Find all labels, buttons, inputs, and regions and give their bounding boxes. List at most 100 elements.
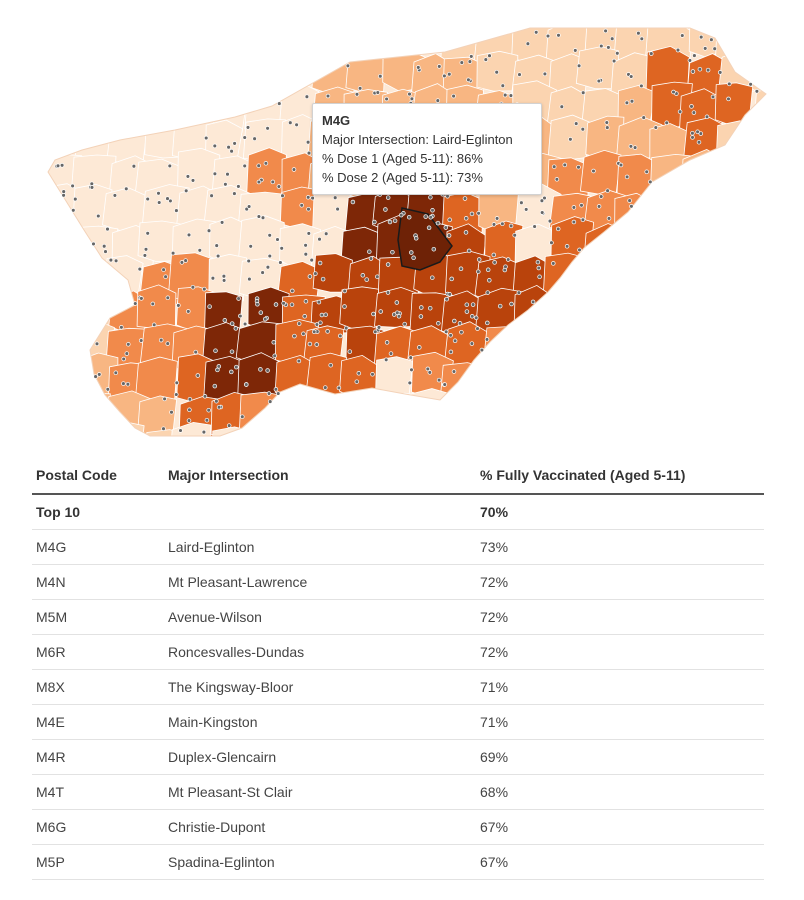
postal-area[interactable] bbox=[206, 53, 251, 103]
postal-area[interactable] bbox=[548, 287, 594, 327]
postal-area[interactable] bbox=[585, 354, 626, 402]
postal-area[interactable] bbox=[311, 423, 352, 440]
postal-area[interactable] bbox=[746, 115, 787, 167]
postal-area[interactable] bbox=[135, 85, 177, 130]
postal-area[interactable] bbox=[750, 430, 793, 440]
postal-area[interactable] bbox=[547, 358, 593, 404]
postal-area[interactable] bbox=[172, 20, 217, 62]
postal-area[interactable] bbox=[684, 251, 726, 297]
postal-area[interactable] bbox=[683, 384, 727, 433]
postal-area[interactable] bbox=[646, 288, 689, 333]
postal-area[interactable] bbox=[614, 192, 655, 236]
postal-area[interactable] bbox=[247, 56, 288, 100]
header-fully-vaccinated[interactable]: % Fully Vaccinated (Aged 5-11) bbox=[476, 457, 764, 495]
choropleth-map[interactable] bbox=[0, 0, 804, 440]
postal-area[interactable] bbox=[68, 422, 112, 440]
postal-area[interactable] bbox=[715, 184, 753, 229]
postal-area[interactable] bbox=[746, 284, 786, 330]
postal-area[interactable] bbox=[750, 363, 798, 413]
postal-area[interactable] bbox=[38, 427, 82, 440]
postal-area[interactable] bbox=[416, 12, 462, 55]
postal-area[interactable] bbox=[613, 219, 660, 262]
postal-area[interactable] bbox=[102, 17, 149, 64]
postal-area[interactable] bbox=[38, 54, 79, 96]
header-postal-code[interactable]: Postal Code bbox=[32, 457, 164, 495]
postal-area[interactable] bbox=[482, 326, 524, 371]
postal-area[interactable] bbox=[754, 188, 800, 234]
postal-area[interactable] bbox=[753, 86, 799, 130]
postal-area[interactable] bbox=[548, 320, 588, 370]
postal-area[interactable] bbox=[177, 55, 219, 99]
postal-area[interactable] bbox=[238, 391, 285, 440]
postal-area[interactable] bbox=[41, 249, 85, 297]
postal-area[interactable] bbox=[618, 293, 661, 335]
postal-area[interactable] bbox=[513, 391, 554, 440]
postal-area[interactable] bbox=[274, 425, 315, 440]
postal-area[interactable] bbox=[143, 51, 188, 102]
postal-area[interactable] bbox=[34, 390, 79, 431]
postal-area[interactable] bbox=[721, 219, 767, 267]
postal-area[interactable] bbox=[749, 154, 798, 203]
postal-area[interactable] bbox=[714, 327, 758, 374]
postal-area[interactable] bbox=[679, 223, 724, 268]
postal-area[interactable] bbox=[39, 320, 85, 367]
postal-area[interactable] bbox=[750, 21, 796, 64]
postal-area[interactable] bbox=[616, 390, 660, 432]
postal-area[interactable] bbox=[619, 353, 666, 401]
postal-area[interactable] bbox=[718, 291, 764, 333]
postal-area[interactable] bbox=[686, 326, 729, 377]
postal-area[interactable] bbox=[447, 430, 490, 440]
postal-area[interactable] bbox=[342, 429, 389, 440]
postal-area[interactable] bbox=[136, 284, 177, 329]
postal-area[interactable] bbox=[312, 253, 353, 293]
postal-area[interactable] bbox=[246, 18, 290, 66]
postal-area[interactable] bbox=[478, 392, 522, 439]
postal-area[interactable] bbox=[611, 251, 658, 293]
postal-area[interactable] bbox=[542, 425, 588, 440]
postal-area[interactable] bbox=[410, 426, 456, 440]
postal-area[interactable] bbox=[439, 362, 488, 404]
postal-area[interactable] bbox=[652, 322, 700, 370]
postal-area[interactable] bbox=[717, 351, 766, 398]
postal-area[interactable] bbox=[750, 47, 788, 97]
postal-area[interactable] bbox=[687, 292, 727, 341]
postal-area[interactable] bbox=[749, 256, 787, 299]
postal-area[interactable] bbox=[755, 325, 799, 378]
postal-area[interactable] bbox=[139, 12, 180, 61]
postal-area[interactable] bbox=[102, 49, 147, 98]
map-svg[interactable] bbox=[0, 0, 804, 440]
postal-area[interactable] bbox=[381, 422, 422, 440]
postal-area[interactable] bbox=[714, 82, 754, 126]
postal-area[interactable] bbox=[683, 355, 729, 404]
postal-area[interactable] bbox=[66, 48, 114, 99]
postal-area[interactable] bbox=[339, 286, 380, 331]
postal-area[interactable] bbox=[312, 14, 359, 60]
postal-area[interactable] bbox=[71, 20, 114, 65]
postal-area[interactable] bbox=[649, 355, 695, 399]
postal-area[interactable] bbox=[275, 18, 317, 64]
postal-area[interactable] bbox=[574, 324, 623, 375]
postal-area[interactable] bbox=[238, 422, 287, 440]
postal-area[interactable] bbox=[753, 216, 794, 269]
postal-area[interactable] bbox=[714, 256, 756, 305]
postal-area[interactable] bbox=[68, 87, 113, 137]
postal-area[interactable] bbox=[580, 395, 626, 440]
postal-area[interactable] bbox=[542, 252, 588, 304]
postal-area[interactable] bbox=[69, 258, 113, 306]
postal-area[interactable] bbox=[36, 218, 80, 266]
postal-area[interactable] bbox=[383, 392, 422, 439]
postal-area[interactable] bbox=[344, 391, 390, 439]
postal-area[interactable] bbox=[377, 13, 426, 56]
postal-area[interactable] bbox=[651, 219, 699, 269]
postal-area[interactable] bbox=[202, 17, 246, 60]
postal-area[interactable] bbox=[579, 149, 622, 195]
postal-area[interactable] bbox=[648, 256, 689, 307]
postal-area[interactable] bbox=[475, 354, 520, 398]
postal-area[interactable] bbox=[145, 429, 189, 440]
postal-area[interactable] bbox=[516, 322, 561, 372]
postal-area[interactable] bbox=[345, 53, 386, 93]
postal-area[interactable] bbox=[168, 81, 213, 126]
postal-area[interactable] bbox=[651, 183, 696, 235]
postal-area[interactable] bbox=[582, 254, 629, 302]
postal-area[interactable] bbox=[682, 431, 727, 440]
